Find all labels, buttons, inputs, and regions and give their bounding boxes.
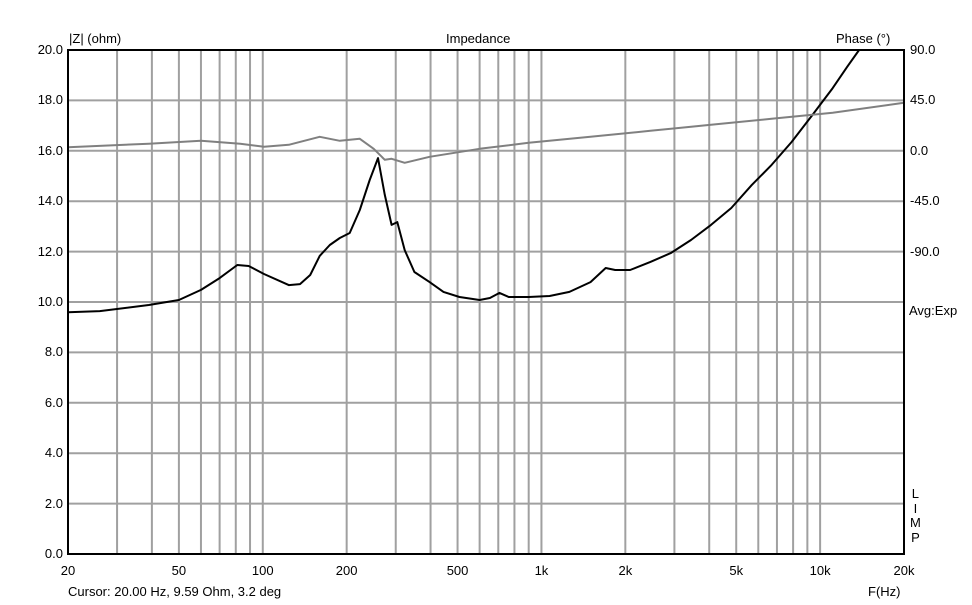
x-axis-label: F(Hz)	[868, 584, 901, 599]
phase-curve	[67, 101, 905, 164]
y-tick-label: 18.0	[37, 92, 63, 108]
x-tick-label: 20	[60, 563, 76, 578]
x-tick-label: 1k	[534, 563, 549, 578]
x-tick-label: 2k	[618, 563, 633, 578]
x-tick-label: 10k	[809, 563, 831, 578]
x-tick-label: 5k	[729, 563, 744, 578]
x-tick-label: 50	[171, 563, 187, 578]
limp-letter: I	[913, 500, 918, 516]
y-tick-label: 0.0	[44, 546, 63, 561]
y-tick-label: 4.0	[44, 445, 63, 461]
averaging-label: Avg:Exp	[909, 303, 958, 318]
x-tick-label: 500	[446, 563, 469, 578]
limp-letter: M	[910, 515, 921, 530]
y2-tick-label: -90.0	[910, 243, 940, 259]
y-tick-label: 12.0	[37, 243, 63, 259]
y-tick-label: 16.0	[37, 142, 63, 158]
chart-title: Impedance	[446, 31, 511, 46]
y-axis-label: |Z| (ohm)	[69, 31, 122, 46]
y-tick-label: 20.0	[37, 42, 63, 57]
y-tick-label: 2.0	[44, 495, 63, 511]
x-tick-label: 100	[251, 563, 274, 578]
x-tick-label: 20k	[893, 563, 915, 578]
plot-frame	[67, 49, 905, 555]
y2-tick-label: 90.0	[910, 42, 936, 57]
y2-tick-label: 45.0	[910, 92, 936, 108]
impedance-curve	[67, 49, 860, 314]
y2-tick-label: -45.0	[910, 193, 940, 209]
cursor-readout: Cursor: 20.00 Hz, 9.59 Ohm, 3.2 deg	[68, 584, 282, 599]
y-tick-label: 8.0	[44, 344, 63, 360]
y-tick-label: 14.0	[37, 193, 63, 209]
y-tick-label: 6.0	[44, 394, 63, 410]
y-tick-label: 10.0	[37, 294, 63, 309]
limp-letter: P	[911, 529, 920, 545]
y2-axis-label: Phase (°)	[836, 31, 891, 46]
y2-tick-label: 0.0	[910, 142, 929, 158]
x-tick-label: 200	[335, 563, 358, 578]
limp-letter: L	[911, 486, 920, 501]
